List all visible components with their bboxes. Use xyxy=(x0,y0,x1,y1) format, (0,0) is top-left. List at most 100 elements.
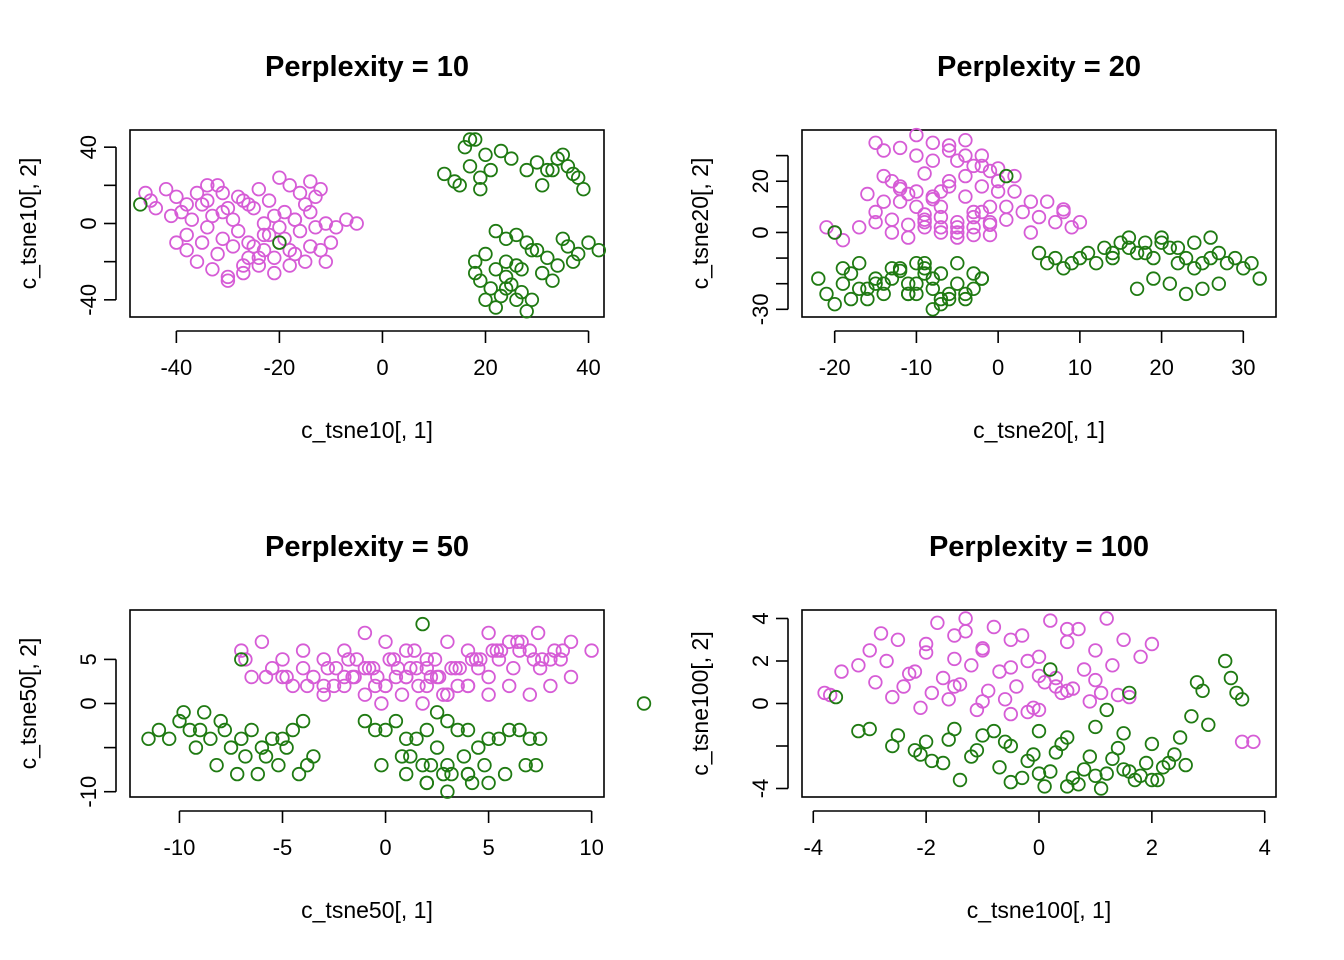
data-point xyxy=(958,168,973,184)
y-tick-label: 40 xyxy=(76,135,101,159)
data-point xyxy=(272,220,287,235)
data-point xyxy=(982,199,998,215)
x-tick-label: 30 xyxy=(1231,355,1255,380)
data-point xyxy=(909,276,924,291)
data-point xyxy=(1154,235,1169,250)
data-point xyxy=(419,775,435,791)
data-point xyxy=(1043,613,1058,628)
data-point xyxy=(964,749,979,764)
data-point xyxy=(316,652,331,667)
data-point xyxy=(532,661,548,676)
data-point xyxy=(196,705,212,720)
data-point xyxy=(1071,621,1086,637)
data-point xyxy=(941,291,957,307)
data-point xyxy=(313,181,328,197)
data-point xyxy=(238,749,253,764)
data-point xyxy=(378,634,393,650)
data-point xyxy=(306,749,321,764)
data-point xyxy=(555,147,571,163)
data-point xyxy=(913,700,928,716)
data-point xyxy=(591,242,607,258)
data-point xyxy=(526,652,542,667)
data-point xyxy=(1007,168,1022,184)
data-point xyxy=(200,178,215,193)
data-point xyxy=(540,162,555,178)
data-point xyxy=(462,159,478,174)
data-point xyxy=(313,242,328,258)
data-point xyxy=(909,148,924,163)
data-point xyxy=(550,258,565,273)
point-series xyxy=(817,611,1261,750)
data-point xyxy=(1088,643,1103,658)
data-point xyxy=(300,678,315,694)
data-point xyxy=(918,645,934,660)
plot-frame xyxy=(801,609,1277,798)
data-point xyxy=(399,643,414,658)
point-series xyxy=(138,170,364,288)
data-point xyxy=(584,643,599,658)
data-point xyxy=(884,261,900,276)
data-point xyxy=(925,189,941,204)
data-point xyxy=(394,749,410,764)
data-point xyxy=(409,731,424,747)
data-point xyxy=(282,242,297,258)
data-point xyxy=(251,181,266,197)
data-point xyxy=(326,678,342,694)
data-point xyxy=(892,140,908,156)
data-point xyxy=(958,148,973,163)
point-series xyxy=(811,168,1267,317)
data-point xyxy=(223,740,239,755)
data-point xyxy=(473,170,488,185)
data-point xyxy=(345,669,360,685)
data-point xyxy=(205,262,220,277)
data-point xyxy=(1201,717,1216,733)
data-point xyxy=(941,138,957,153)
data-point xyxy=(285,722,301,738)
data-point xyxy=(1099,702,1114,718)
data-point xyxy=(852,256,867,271)
data-point xyxy=(1003,660,1019,675)
data-point xyxy=(275,652,290,667)
data-point xyxy=(225,212,241,227)
data-point xyxy=(565,166,581,182)
y-tick-label: -10 xyxy=(76,776,101,808)
data-point xyxy=(555,231,571,247)
data-point xyxy=(399,731,414,747)
data-point xyxy=(234,652,249,667)
data-point xyxy=(835,276,851,291)
data-point xyxy=(452,661,467,676)
data-point xyxy=(974,148,990,163)
y-axis-label: c_tsne100[, 2] xyxy=(687,631,713,776)
data-point xyxy=(1219,256,1235,271)
data-point xyxy=(1116,762,1131,777)
data-point xyxy=(244,722,259,738)
data-point xyxy=(272,170,287,185)
data-point xyxy=(1056,261,1071,276)
data-point xyxy=(241,235,256,250)
data-point xyxy=(999,212,1014,227)
data-point xyxy=(917,207,932,222)
data-point xyxy=(423,758,439,773)
data-point xyxy=(415,758,430,773)
data-point xyxy=(328,661,344,676)
data-point xyxy=(1150,772,1165,788)
data-point xyxy=(917,256,932,271)
y-tick-label: -40 xyxy=(76,284,101,316)
data-point xyxy=(958,132,973,148)
data-point xyxy=(244,669,259,685)
data-point xyxy=(901,186,916,202)
x-axis-label: c_tsne10[, 1] xyxy=(301,417,433,443)
data-point xyxy=(295,713,311,729)
x-tick-label: -20 xyxy=(819,355,851,380)
data-point xyxy=(1037,779,1052,794)
data-point xyxy=(374,758,389,773)
data-point xyxy=(834,664,849,679)
data-point xyxy=(440,713,455,729)
data-point xyxy=(473,181,488,197)
data-point xyxy=(1088,719,1103,735)
data-point xyxy=(265,661,280,676)
data-point xyxy=(427,652,443,667)
data-point xyxy=(510,634,525,650)
data-point xyxy=(225,239,241,254)
data-point xyxy=(974,271,990,286)
